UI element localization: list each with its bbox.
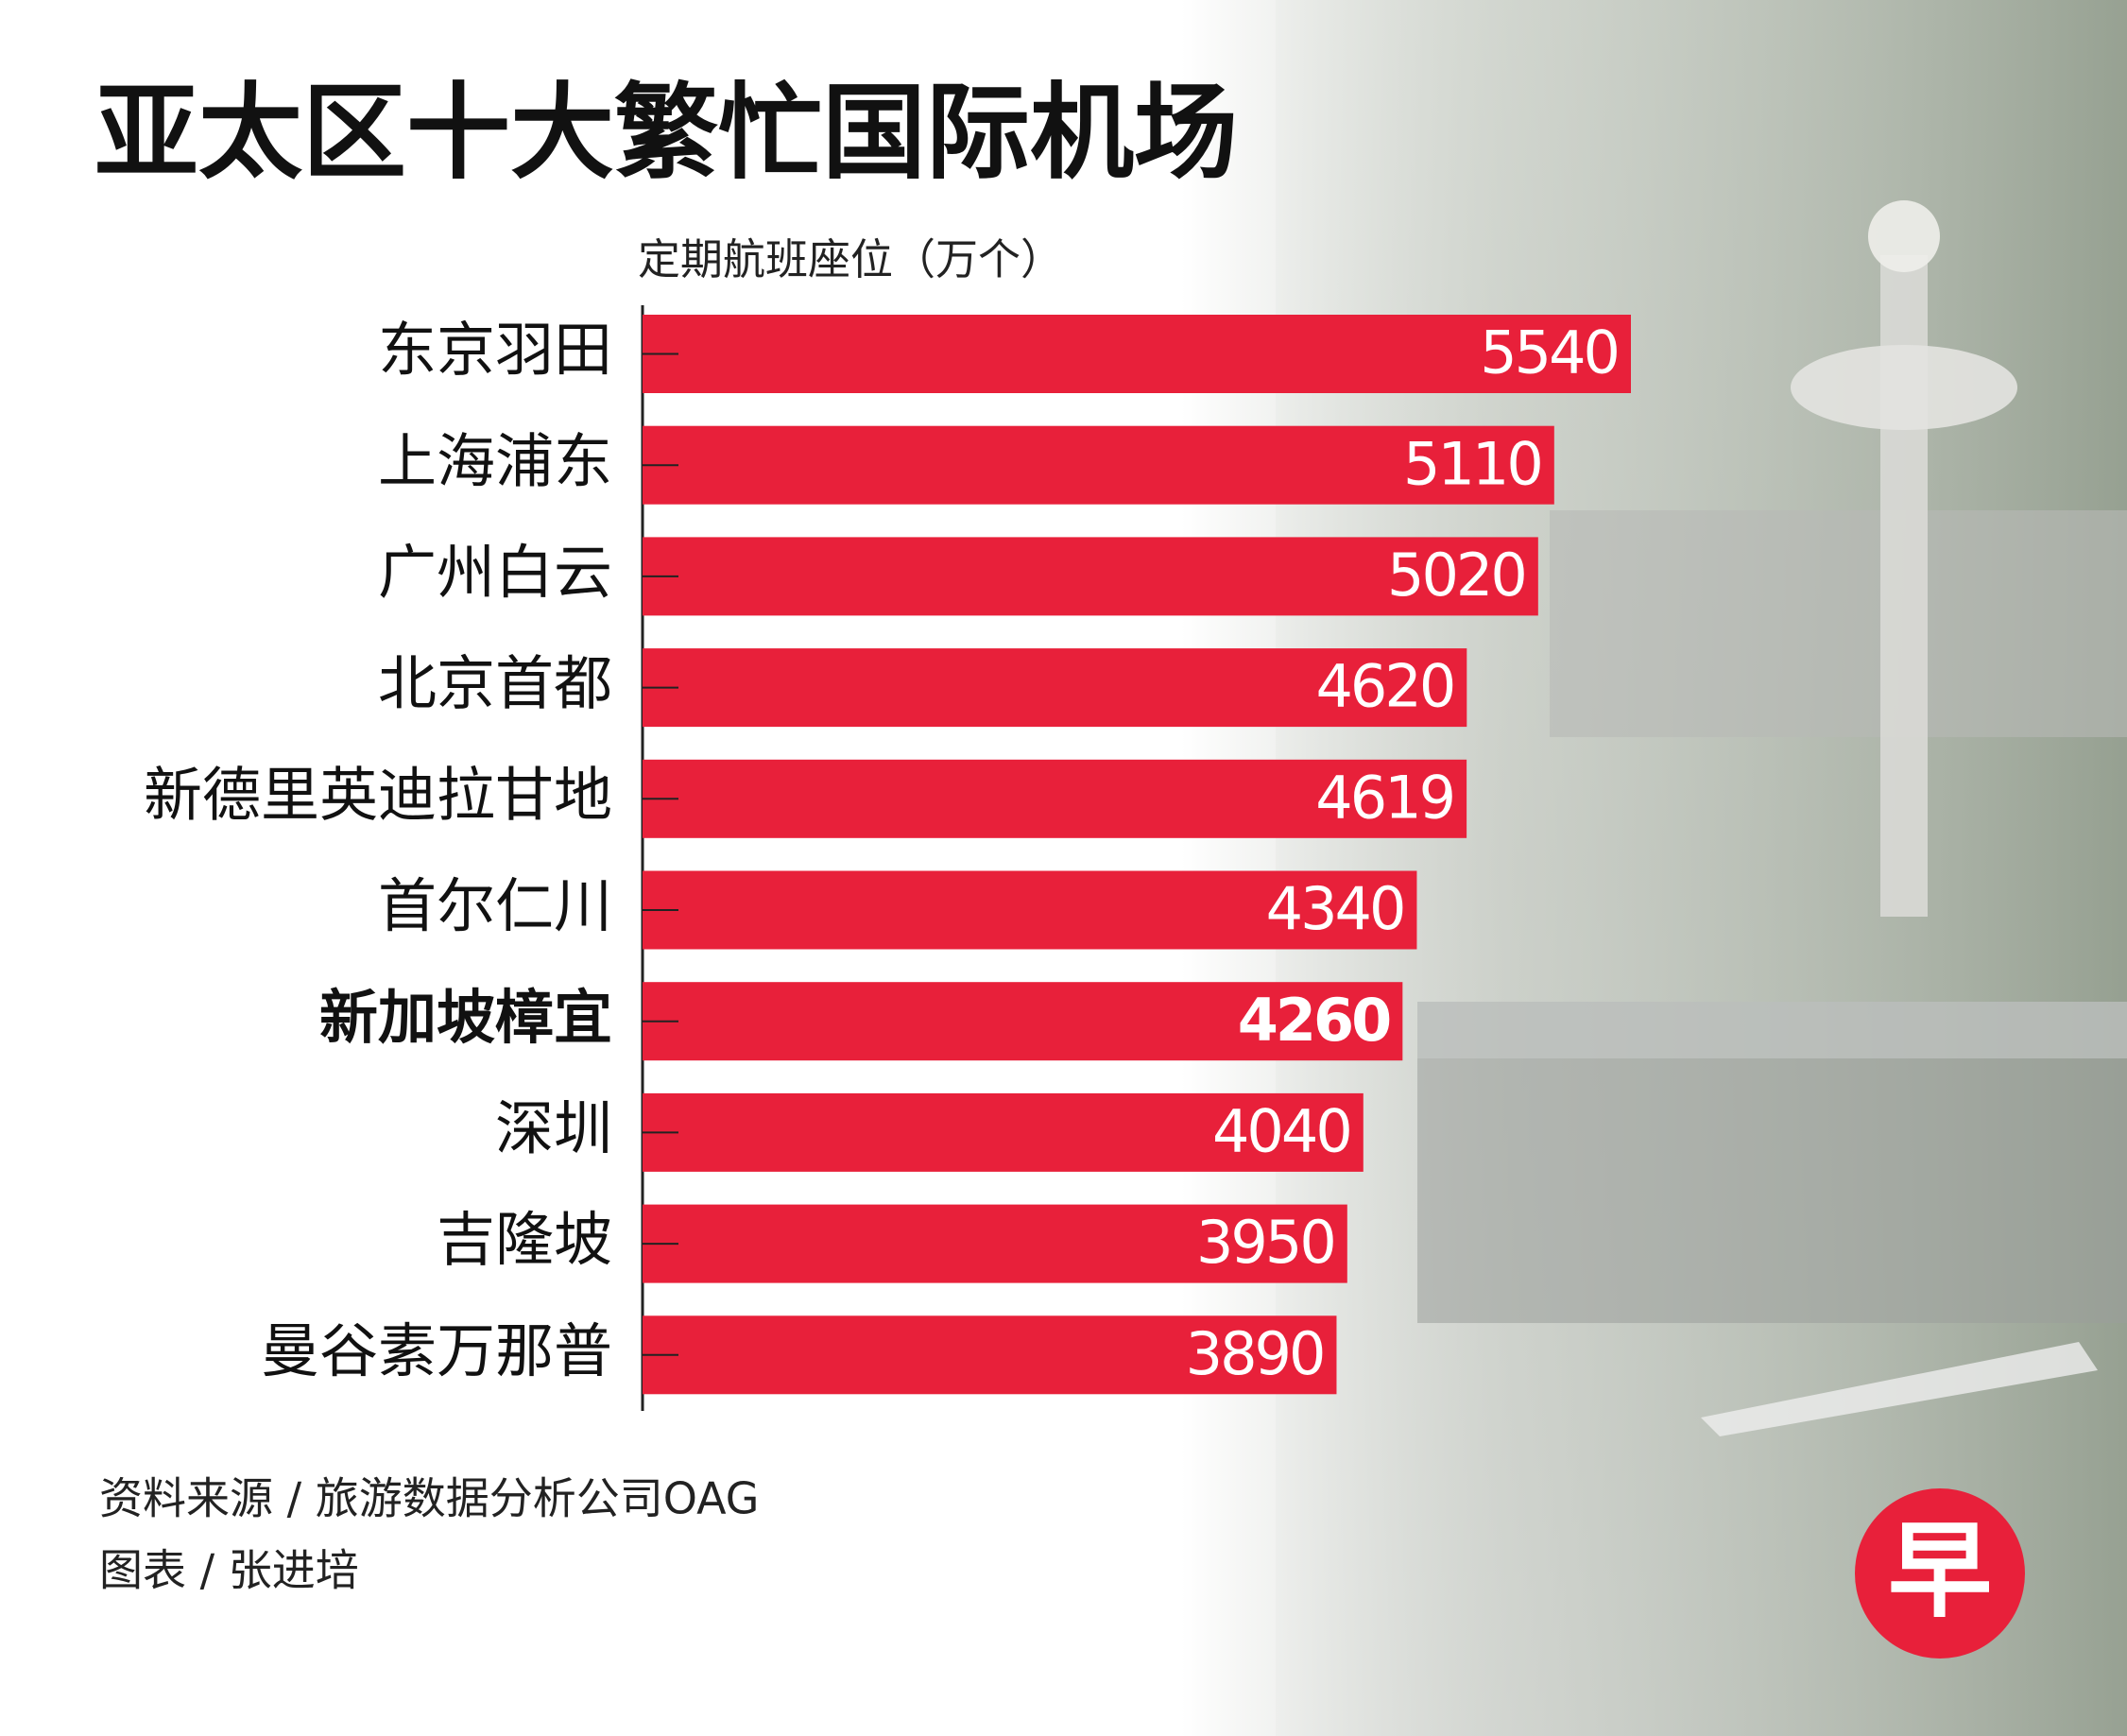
logo-circle — [1855, 1488, 2025, 1659]
y-tick-label: 上海浦东 — [378, 426, 612, 495]
value-label: 5020 — [1387, 541, 1525, 610]
y-tick-label: 曼谷素万那普 — [261, 1316, 612, 1385]
axis-subtitle: 定期航班座位（万个） — [638, 234, 1063, 284]
background-photo — [1181, 0, 2127, 1736]
bar — [643, 537, 1538, 616]
bar — [643, 982, 1403, 1061]
bar — [643, 1092, 1364, 1172]
bar — [643, 425, 1554, 505]
chart-title: 亚太区十大繁忙国际机场 — [94, 72, 1238, 193]
bar — [643, 315, 1631, 393]
value-label: 4619 — [1315, 763, 1453, 832]
bar — [643, 759, 1467, 838]
bar — [643, 1204, 1347, 1283]
value-label: 4040 — [1212, 1096, 1350, 1165]
value-label: 5110 — [1403, 429, 1541, 498]
y-tick-label: 深圳 — [495, 1093, 612, 1162]
value-label: 3890 — [1186, 1319, 1324, 1388]
y-tick-label: 东京羽田 — [378, 316, 612, 385]
y-tick-label: 北京首都 — [378, 649, 612, 718]
value-label: 4620 — [1315, 652, 1453, 721]
value-label: 5540 — [1480, 318, 1618, 387]
value-label: 4340 — [1266, 874, 1404, 943]
logo-text: 早 — [1888, 1510, 1992, 1631]
y-tick-label: 吉隆坡 — [437, 1205, 612, 1274]
y-tick-label: 广州白云 — [378, 538, 612, 607]
bar — [643, 648, 1467, 728]
y-tick-label: 新德里英迪拉甘地 — [144, 760, 612, 829]
bar — [643, 870, 1417, 950]
source-note: 资料来源 / 旅游数据分析公司OAG — [99, 1473, 759, 1524]
y-tick-label: 首尔仁川 — [378, 871, 612, 940]
logo: 早 — [1855, 1488, 2025, 1659]
bar — [643, 1315, 1337, 1395]
value-label: 3950 — [1196, 1208, 1334, 1277]
y-tick-label: 新加坡樟宜 — [319, 983, 612, 1052]
value-label: 4260 — [1238, 986, 1390, 1055]
credit-note: 图表 / 张进培 — [99, 1545, 359, 1596]
